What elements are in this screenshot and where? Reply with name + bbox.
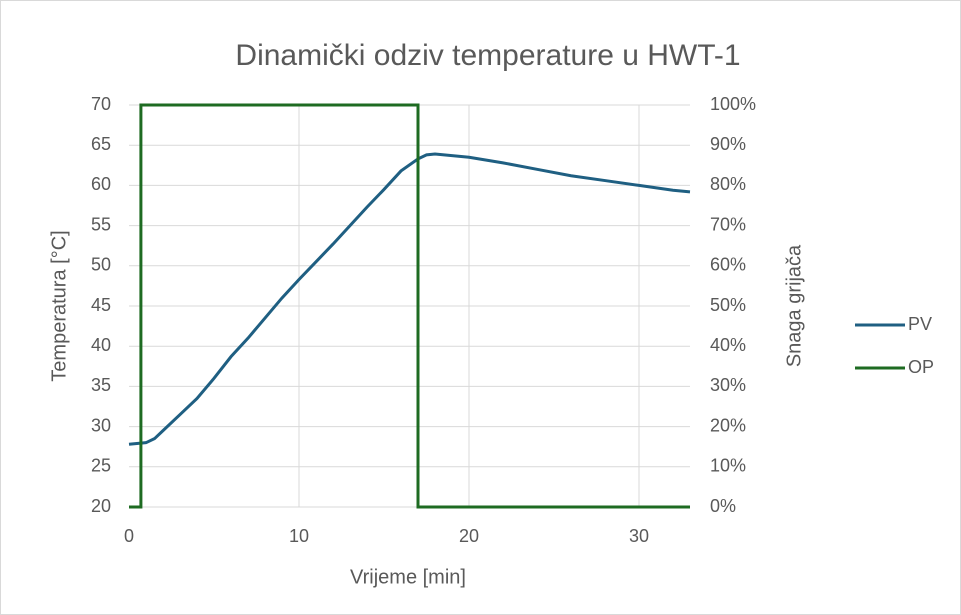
y-tick-label: 25 (91, 456, 111, 476)
y-tick-label: 50 (91, 255, 111, 275)
x-tick-label: 20 (459, 526, 479, 546)
y2-tick-label: 100% (710, 94, 756, 114)
y-tick-label: 40 (91, 335, 111, 355)
y2-tick-label: 80% (710, 174, 746, 194)
series-line (128, 152, 691, 446)
y-tick-label: 65 (91, 134, 111, 154)
y2-tick-label: 10% (710, 456, 746, 476)
y-axis-label: Temperatura [°C] (48, 230, 70, 381)
x-tick-label: 30 (629, 526, 649, 546)
y2-tick-label: 30% (710, 375, 746, 395)
y-tick-label: 60 (91, 174, 111, 194)
y-tick-label: 20 (91, 496, 111, 516)
chart-title: Dinamički odziv temperature u HWT-1 (235, 39, 740, 72)
y-tick-label: 70 (91, 94, 111, 114)
y2-tick-label: 90% (710, 134, 746, 154)
x-tick-label: 0 (124, 526, 134, 546)
y2-tick-label: 40% (710, 335, 746, 355)
y2-tick-label: 70% (710, 214, 746, 234)
y2-tick-label: 60% (710, 255, 746, 275)
y2-tick-label: 50% (710, 295, 746, 315)
y-tick-label: 35 (91, 375, 111, 395)
y2-axis-label: Snaga grijača (783, 244, 805, 367)
x-axis-label: Vrijeme [min] (350, 566, 466, 588)
series-line (129, 103, 690, 509)
legend-label: OP (908, 357, 934, 377)
y2-tick-label: 0% (710, 496, 736, 516)
legend-label: PV (908, 314, 932, 334)
y-tick-label: 55 (91, 214, 111, 234)
y2-tick-label: 20% (710, 415, 746, 435)
y-tick-label: 45 (91, 295, 111, 315)
x-tick-label: 10 (289, 526, 309, 546)
y-tick-label: 30 (91, 415, 111, 435)
